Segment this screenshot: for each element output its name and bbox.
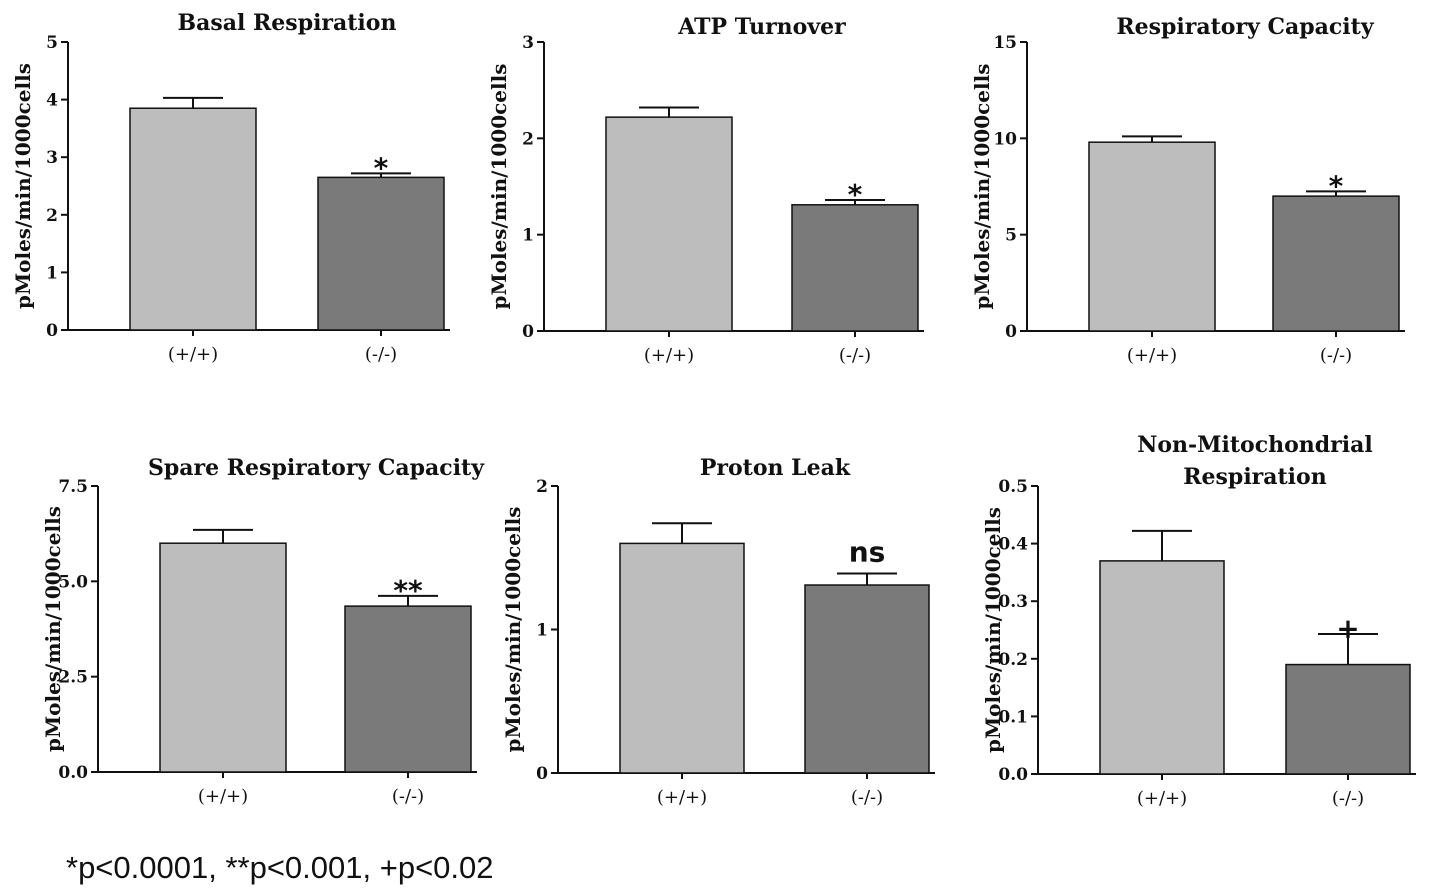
chart-panels: Basal Respiration pMoles/min/1000cells 0 1 2… — [11, 10, 1416, 809]
chart-title: Non-Mitochondrial — [1137, 432, 1372, 458]
bar — [1099, 560, 1225, 775]
significance-label: * — [1329, 169, 1344, 202]
y-tick-label: 3 — [522, 33, 534, 53]
y-axis-label: pMoles/min/1000cells — [41, 506, 65, 752]
x-tick-label: (-/-) — [839, 345, 871, 366]
chart-panel: ATP Turnover pMoles/min/1000cells 0 1 2 3 (+/+… — [487, 14, 924, 366]
y-tick-label: 5.0 — [58, 572, 88, 592]
y-tick-label: 0.0 — [998, 765, 1028, 785]
chart-panel: Proton Leak pMoles/min/1000cells 0 1 2 (+/+) (… — [501, 455, 935, 808]
x-tick-label: (+/+) — [657, 787, 707, 808]
chart-panel: Spare Respiratory Capacity pMoles/min/100… — [41, 455, 485, 807]
x-tick-label: (+/+) — [168, 344, 218, 365]
bar — [1285, 663, 1411, 775]
x-tick-label: (-/-) — [1332, 788, 1364, 809]
bar — [791, 204, 919, 332]
y-tick-label: 1 — [536, 621, 548, 641]
y-tick-label: 5 — [1005, 226, 1017, 246]
y-axis-label: pMoles/min/1000cells — [970, 64, 994, 310]
y-tick-label: 2 — [536, 477, 548, 497]
bar — [605, 116, 733, 332]
y-tick-label: 0.4 — [998, 535, 1028, 555]
chart-title: Basal Respiration — [178, 10, 397, 36]
chart-panel: Non-Mitochondrial Respiration pMoles/min/1… — [981, 432, 1416, 809]
significance-label: * — [848, 178, 863, 211]
y-tick-label: 0 — [46, 321, 58, 341]
bar — [619, 542, 745, 774]
y-tick-label: 0 — [536, 764, 548, 784]
chart-panel: Basal Respiration pMoles/min/1000cells 0 1 2… — [11, 10, 450, 365]
y-tick-label: 5 — [46, 33, 58, 53]
x-tick-label: (+/+) — [644, 345, 694, 366]
bar — [317, 176, 445, 331]
y-tick-label: 0.1 — [998, 707, 1028, 727]
x-tick-label: (-/-) — [392, 786, 424, 807]
chart-title: Spare Respiratory Capacity — [148, 455, 485, 481]
significance-label: * — [374, 151, 389, 184]
chart-title: Proton Leak — [700, 455, 851, 481]
y-tick-label: 7.5 — [58, 477, 88, 497]
y-tick-label: 0.3 — [998, 592, 1028, 612]
significance-footnote: *p<0.0001, **p<0.001, +p<0.02 — [66, 850, 494, 885]
y-tick-label: 2 — [522, 129, 534, 149]
chart-title: ATP Turnover — [677, 14, 846, 40]
y-axis-label: pMoles/min/1000cells — [487, 64, 511, 310]
y-tick-label: 3 — [46, 148, 58, 168]
y-axis-label: pMoles/min/1000cells — [501, 507, 525, 753]
y-axis-label: pMoles/min/1000cells — [981, 507, 1005, 753]
x-tick-label: (+/+) — [1127, 345, 1177, 366]
bar — [129, 107, 257, 331]
y-tick-label: 0 — [1005, 322, 1017, 342]
y-tick-label: 0 — [522, 322, 534, 342]
y-tick-label: 0.5 — [998, 477, 1028, 497]
y-tick-label: 2.5 — [58, 668, 88, 688]
chart-panel: Respiratory Capacity pMoles/min/1000cells… — [970, 14, 1405, 366]
x-tick-label: (-/-) — [851, 787, 883, 808]
significance-label: ** — [393, 574, 423, 607]
y-tick-label: 1 — [46, 263, 58, 283]
bar — [804, 584, 930, 774]
y-tick-label: 15 — [993, 33, 1017, 53]
significance-label: + — [1336, 612, 1359, 645]
y-tick-label: 10 — [993, 129, 1017, 149]
y-tick-label: 1 — [522, 226, 534, 246]
y-tick-label: 4 — [46, 91, 58, 111]
significance-label: ns — [849, 536, 886, 569]
chart-title: Respiratory Capacity — [1116, 14, 1374, 40]
y-tick-label: 2 — [46, 206, 58, 226]
chart-title: Respiration — [1183, 464, 1326, 490]
x-tick-label: (+/+) — [1137, 788, 1187, 809]
x-tick-label: (-/-) — [365, 344, 397, 365]
bar — [1088, 141, 1216, 332]
y-tick-label: 0.2 — [998, 650, 1028, 670]
bar — [159, 542, 287, 773]
bar — [1272, 195, 1400, 332]
y-tick-label: 0.0 — [58, 763, 88, 783]
x-tick-label: (+/+) — [198, 786, 248, 807]
x-tick-label: (-/-) — [1320, 345, 1352, 366]
y-axis-label: pMoles/min/1000cells — [11, 63, 35, 309]
bar — [344, 605, 472, 773]
